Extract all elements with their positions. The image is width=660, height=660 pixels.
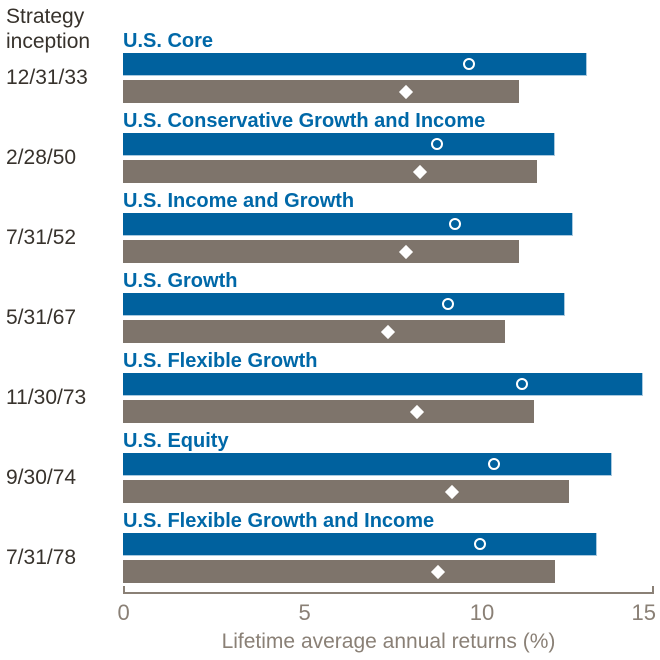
strategy-row: 2/28/50 U.S. Conservative Growth and Inco…	[0, 110, 660, 190]
circle-marker	[441, 298, 454, 310]
inception-date: 11/30/73	[6, 386, 87, 409]
inception-date: 2/28/50	[6, 146, 77, 169]
strategy-name: U.S. Flexible Growth and Income	[123, 510, 435, 532]
circle-marker	[487, 458, 500, 470]
strategy-return-bar	[123, 213, 573, 236]
strategy-return-bar	[123, 373, 644, 396]
benchmark-return-bar	[123, 480, 570, 503]
diamond-marker	[413, 164, 428, 179]
bar-group	[123, 533, 654, 583]
strategy-row: 11/30/73 U.S. Flexible Growth	[0, 350, 660, 430]
x-axis-line	[123, 586, 654, 594]
x-tick-label-5: 5	[298, 600, 311, 625]
diamond-marker	[409, 404, 424, 419]
bar-group	[123, 213, 654, 263]
y-axis-header: Strategy inception	[6, 4, 90, 54]
strategy-row: 12/31/33 U.S. Core	[0, 30, 660, 110]
strategy-row: 5/31/67 U.S. Growth	[0, 270, 660, 350]
y-axis-header-line2: inception	[6, 30, 91, 53]
circle-marker	[516, 378, 529, 390]
benchmark-return-bar	[123, 560, 555, 583]
strategy-row: 7/31/78 U.S. Flexible Growth and Income	[0, 510, 660, 590]
x-tick-label-15: 15	[631, 600, 656, 625]
strategy-return-bar	[123, 133, 555, 156]
strategy-return-bar	[123, 453, 612, 476]
inception-date: 5/31/67	[6, 306, 77, 329]
bar-group	[123, 293, 654, 343]
strategy-name: U.S. Core	[123, 30, 214, 52]
benchmark-return-bar	[123, 160, 538, 183]
circle-marker	[449, 218, 462, 230]
diamond-marker	[399, 244, 414, 259]
circle-marker	[473, 538, 486, 550]
diamond-marker	[399, 84, 414, 99]
benchmark-return-bar	[123, 80, 520, 103]
y-axis-header-line1: Strategy	[6, 5, 85, 28]
bar-group	[123, 133, 654, 183]
bar-group	[123, 373, 654, 423]
strategy-return-bar	[123, 293, 566, 316]
x-tick-label-10: 10	[469, 600, 495, 625]
circle-marker	[431, 138, 444, 150]
strategy-row: 9/30/74 U.S. Equity	[0, 430, 660, 510]
strategy-rows: 12/31/33 U.S. Core 2/28/50 U.S. Conservativ…	[0, 30, 660, 590]
inception-date: 7/31/52	[6, 226, 77, 249]
x-tick-label-0: 0	[117, 600, 130, 625]
strategy-name: U.S. Growth	[123, 270, 238, 292]
inception-date: 12/31/33	[6, 66, 88, 89]
inception-date: 7/31/78	[6, 546, 77, 569]
benchmark-return-bar	[123, 400, 534, 423]
strategy-row: 7/31/52 U.S. Income and Growth	[0, 190, 660, 270]
bar-group	[123, 53, 654, 103]
bar-group	[123, 453, 654, 503]
diamond-marker	[445, 484, 460, 499]
benchmark-return-bar	[123, 240, 520, 263]
strategy-name: U.S. Income and Growth	[123, 190, 355, 212]
x-axis-title: Lifetime average annual returns (%)	[221, 630, 556, 653]
strategy-name: U.S. Conservative Growth and Income	[123, 110, 486, 132]
strategy-return-bar	[123, 533, 598, 556]
strategy-name: U.S. Equity	[123, 430, 229, 452]
diamond-marker	[430, 564, 446, 579]
diamond-marker	[381, 324, 396, 339]
benchmark-return-bar	[123, 320, 506, 343]
x-axis: 0 5 10 15 Lifetime average annual return…	[117, 586, 656, 653]
circle-marker	[463, 58, 476, 70]
inception-date: 9/30/74	[6, 466, 77, 489]
strategy-return-bar	[123, 53, 587, 76]
strategy-name: U.S. Flexible Growth	[123, 350, 318, 372]
